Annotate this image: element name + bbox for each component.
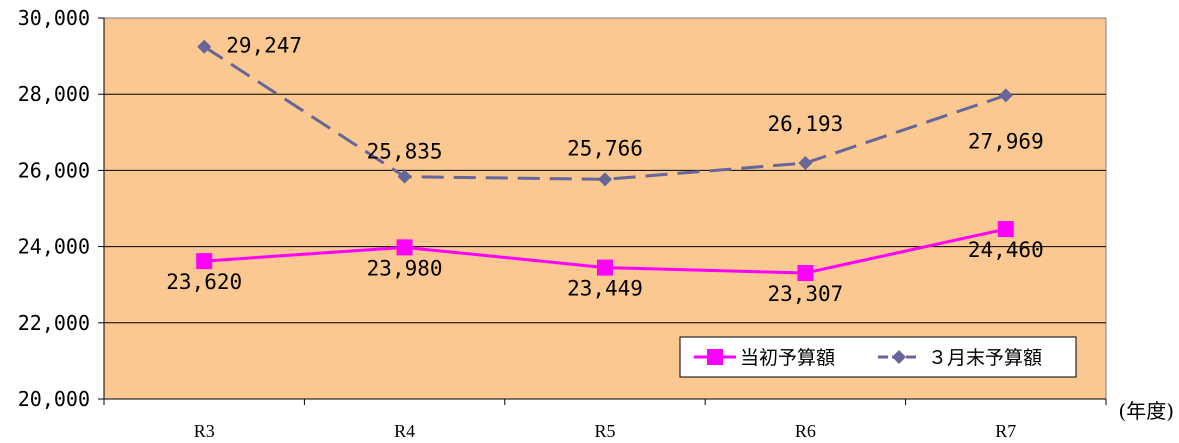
data-point: [197, 39, 212, 54]
x-tick-label: R6: [795, 421, 816, 441]
data-label: 23,449: [567, 277, 643, 301]
plot-area: [103, 17, 1107, 400]
data-point: [797, 265, 814, 282]
data-label: 23,980: [367, 256, 443, 280]
data-label: 26,193: [767, 112, 843, 136]
data-point: [598, 172, 612, 187]
data-point: [798, 156, 813, 171]
data-point: [397, 169, 412, 184]
data-label: 25,766: [567, 136, 643, 160]
x-unit-label: (年度): [1118, 399, 1174, 423]
data-label: 24,460: [968, 238, 1044, 262]
y-tick-label: 30,000: [18, 6, 90, 30]
data-label: 27,969: [968, 129, 1044, 153]
x-tick-label: R5: [594, 421, 615, 441]
x-tick-label: R3: [194, 421, 215, 441]
y-tick-label: 20,000: [18, 387, 90, 411]
data-label: 25,835: [367, 140, 443, 164]
data-point: [396, 239, 413, 256]
y-tick-label: 22,000: [18, 311, 90, 335]
data-point: [597, 259, 613, 276]
legend-marker: [892, 350, 906, 364]
y-tick-label: 24,000: [18, 235, 90, 259]
data-point: [196, 253, 213, 270]
data-point: [997, 221, 1014, 238]
data-point: [998, 88, 1013, 103]
x-tick-label: R4: [394, 421, 415, 441]
x-tick-label: R7: [995, 421, 1016, 441]
y-tick-label: 26,000: [18, 158, 90, 182]
data-label: 23,620: [166, 270, 242, 294]
y-tick-label: 28,000: [18, 82, 90, 106]
legend-label: 当初予算額: [740, 347, 835, 369]
series-line-1: [203, 45, 1007, 181]
data-label: 29,247: [226, 34, 302, 58]
legend-marker: [707, 349, 723, 365]
legend-label: ３月末予算額: [928, 347, 1042, 369]
data-label: 23,307: [767, 282, 843, 306]
